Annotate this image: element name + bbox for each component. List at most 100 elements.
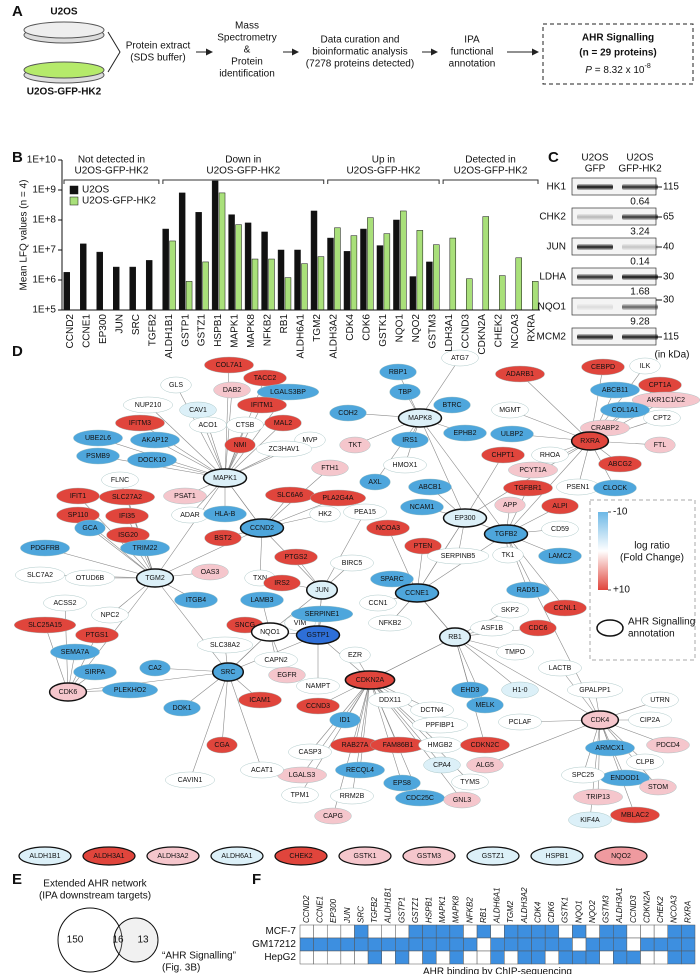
node	[492, 546, 524, 564]
label-line: functional	[451, 47, 494, 58]
node	[127, 451, 177, 469]
node	[240, 591, 284, 609]
node-label: SNCG	[235, 622, 255, 629]
group-label: U2OS-GFP-HK2	[206, 166, 280, 177]
node-label: OAS3	[201, 569, 220, 576]
binding-cell	[653, 950, 669, 965]
node	[404, 537, 442, 555]
label-line: (7278 proteins detected)	[306, 59, 414, 70]
node-label: COL7A1	[216, 362, 243, 369]
x-tick-label: ALDH1B1	[164, 314, 175, 359]
node	[359, 473, 391, 491]
binding-cell	[681, 950, 696, 965]
label-line: log ratio	[634, 541, 670, 552]
group-label: U2OS-GFP-HK2	[74, 166, 148, 177]
node	[339, 436, 371, 454]
node-label: LACTB	[549, 665, 572, 672]
binding-cell	[449, 937, 464, 952]
binding-cell	[340, 950, 355, 965]
bar	[235, 224, 242, 311]
caption: AHR binding by ChIP-sequencing	[423, 967, 572, 974]
node	[496, 643, 534, 661]
venn-label: Extended AHR network	[43, 879, 147, 890]
node-label: TGFBR1	[514, 485, 542, 492]
gene-label: NQO2	[588, 900, 597, 923]
bar	[261, 231, 268, 311]
x-tick-label: CCND2	[65, 314, 76, 349]
venn-count: 13	[137, 935, 149, 946]
edge	[359, 679, 371, 771]
x-tick-label: SRC	[131, 314, 142, 335]
node-label: TXN	[253, 575, 267, 582]
node-label: ASF1B	[481, 625, 504, 632]
binding-cell	[681, 924, 696, 939]
label-line: identification	[219, 69, 275, 80]
ratio: 3.24	[630, 227, 650, 238]
node-label: ACAT1	[251, 767, 273, 774]
node	[644, 436, 676, 454]
x-tick-label: RXRA	[526, 314, 537, 342]
node-label: ADARB1	[506, 371, 534, 378]
y-tick-label: 1E+6	[32, 275, 56, 286]
node-label: CCNL1	[554, 605, 577, 612]
binding-cell	[667, 937, 682, 952]
group-label: Detected in	[465, 155, 516, 166]
node-label: AKR1C1/C2	[647, 397, 685, 404]
cell-line: U2OS-GFP-HK2	[27, 87, 102, 98]
group-bracket	[442, 179, 539, 184]
label-line: (SDS buffer)	[130, 53, 185, 64]
binding-cell	[613, 950, 628, 965]
edge	[224, 422, 284, 479]
node	[18, 846, 72, 866]
node	[594, 846, 648, 866]
node	[531, 446, 569, 464]
node-label: FAM86B1	[383, 742, 414, 749]
edge	[301, 679, 371, 776]
node	[639, 778, 677, 796]
node-label: MBLAC2	[621, 812, 649, 819]
ratio: 9.28	[630, 317, 650, 328]
node	[339, 646, 371, 664]
node	[580, 710, 620, 730]
node-label: FTH1	[321, 465, 339, 472]
node	[491, 601, 529, 619]
node-label: GSTP1	[307, 632, 330, 639]
node-label: PSEN1	[567, 484, 590, 491]
panel-label: B	[12, 149, 23, 166]
binding-cell	[367, 950, 382, 965]
node	[135, 568, 175, 588]
edge	[419, 417, 507, 535]
node	[368, 691, 412, 709]
band	[622, 274, 658, 280]
binding-cell	[599, 950, 614, 965]
node-label: CD59	[551, 526, 569, 533]
bar	[350, 235, 358, 311]
legend-swatch	[69, 196, 79, 206]
binding-cell	[626, 924, 641, 939]
binding-cell	[476, 950, 491, 965]
node-label: IRS2	[274, 580, 290, 587]
node-label: IRS1	[402, 437, 418, 444]
node	[20, 539, 70, 557]
binding-cell	[599, 937, 614, 952]
node	[501, 681, 539, 699]
gene-label: GSTK1	[561, 897, 570, 923]
protein-name: CHK2	[539, 212, 566, 223]
edge	[599, 719, 636, 816]
node	[204, 529, 242, 547]
gene-label: CCND3	[629, 895, 638, 923]
p-exponent: -8	[644, 63, 650, 70]
node	[82, 846, 136, 866]
node	[610, 806, 660, 824]
edge	[519, 373, 591, 442]
venn-label: “AHR Signalling”	[162, 951, 236, 962]
node-label: LGALS3BP	[270, 389, 306, 396]
row-label: HepG2	[264, 952, 296, 963]
panel-label: D	[12, 343, 23, 360]
node-label: SLC27A2	[112, 494, 142, 501]
annotation-key	[596, 619, 624, 637]
node	[240, 761, 284, 779]
ratio: 0.14	[630, 257, 650, 268]
binding-cell	[422, 950, 437, 965]
binding-cell	[449, 924, 464, 939]
